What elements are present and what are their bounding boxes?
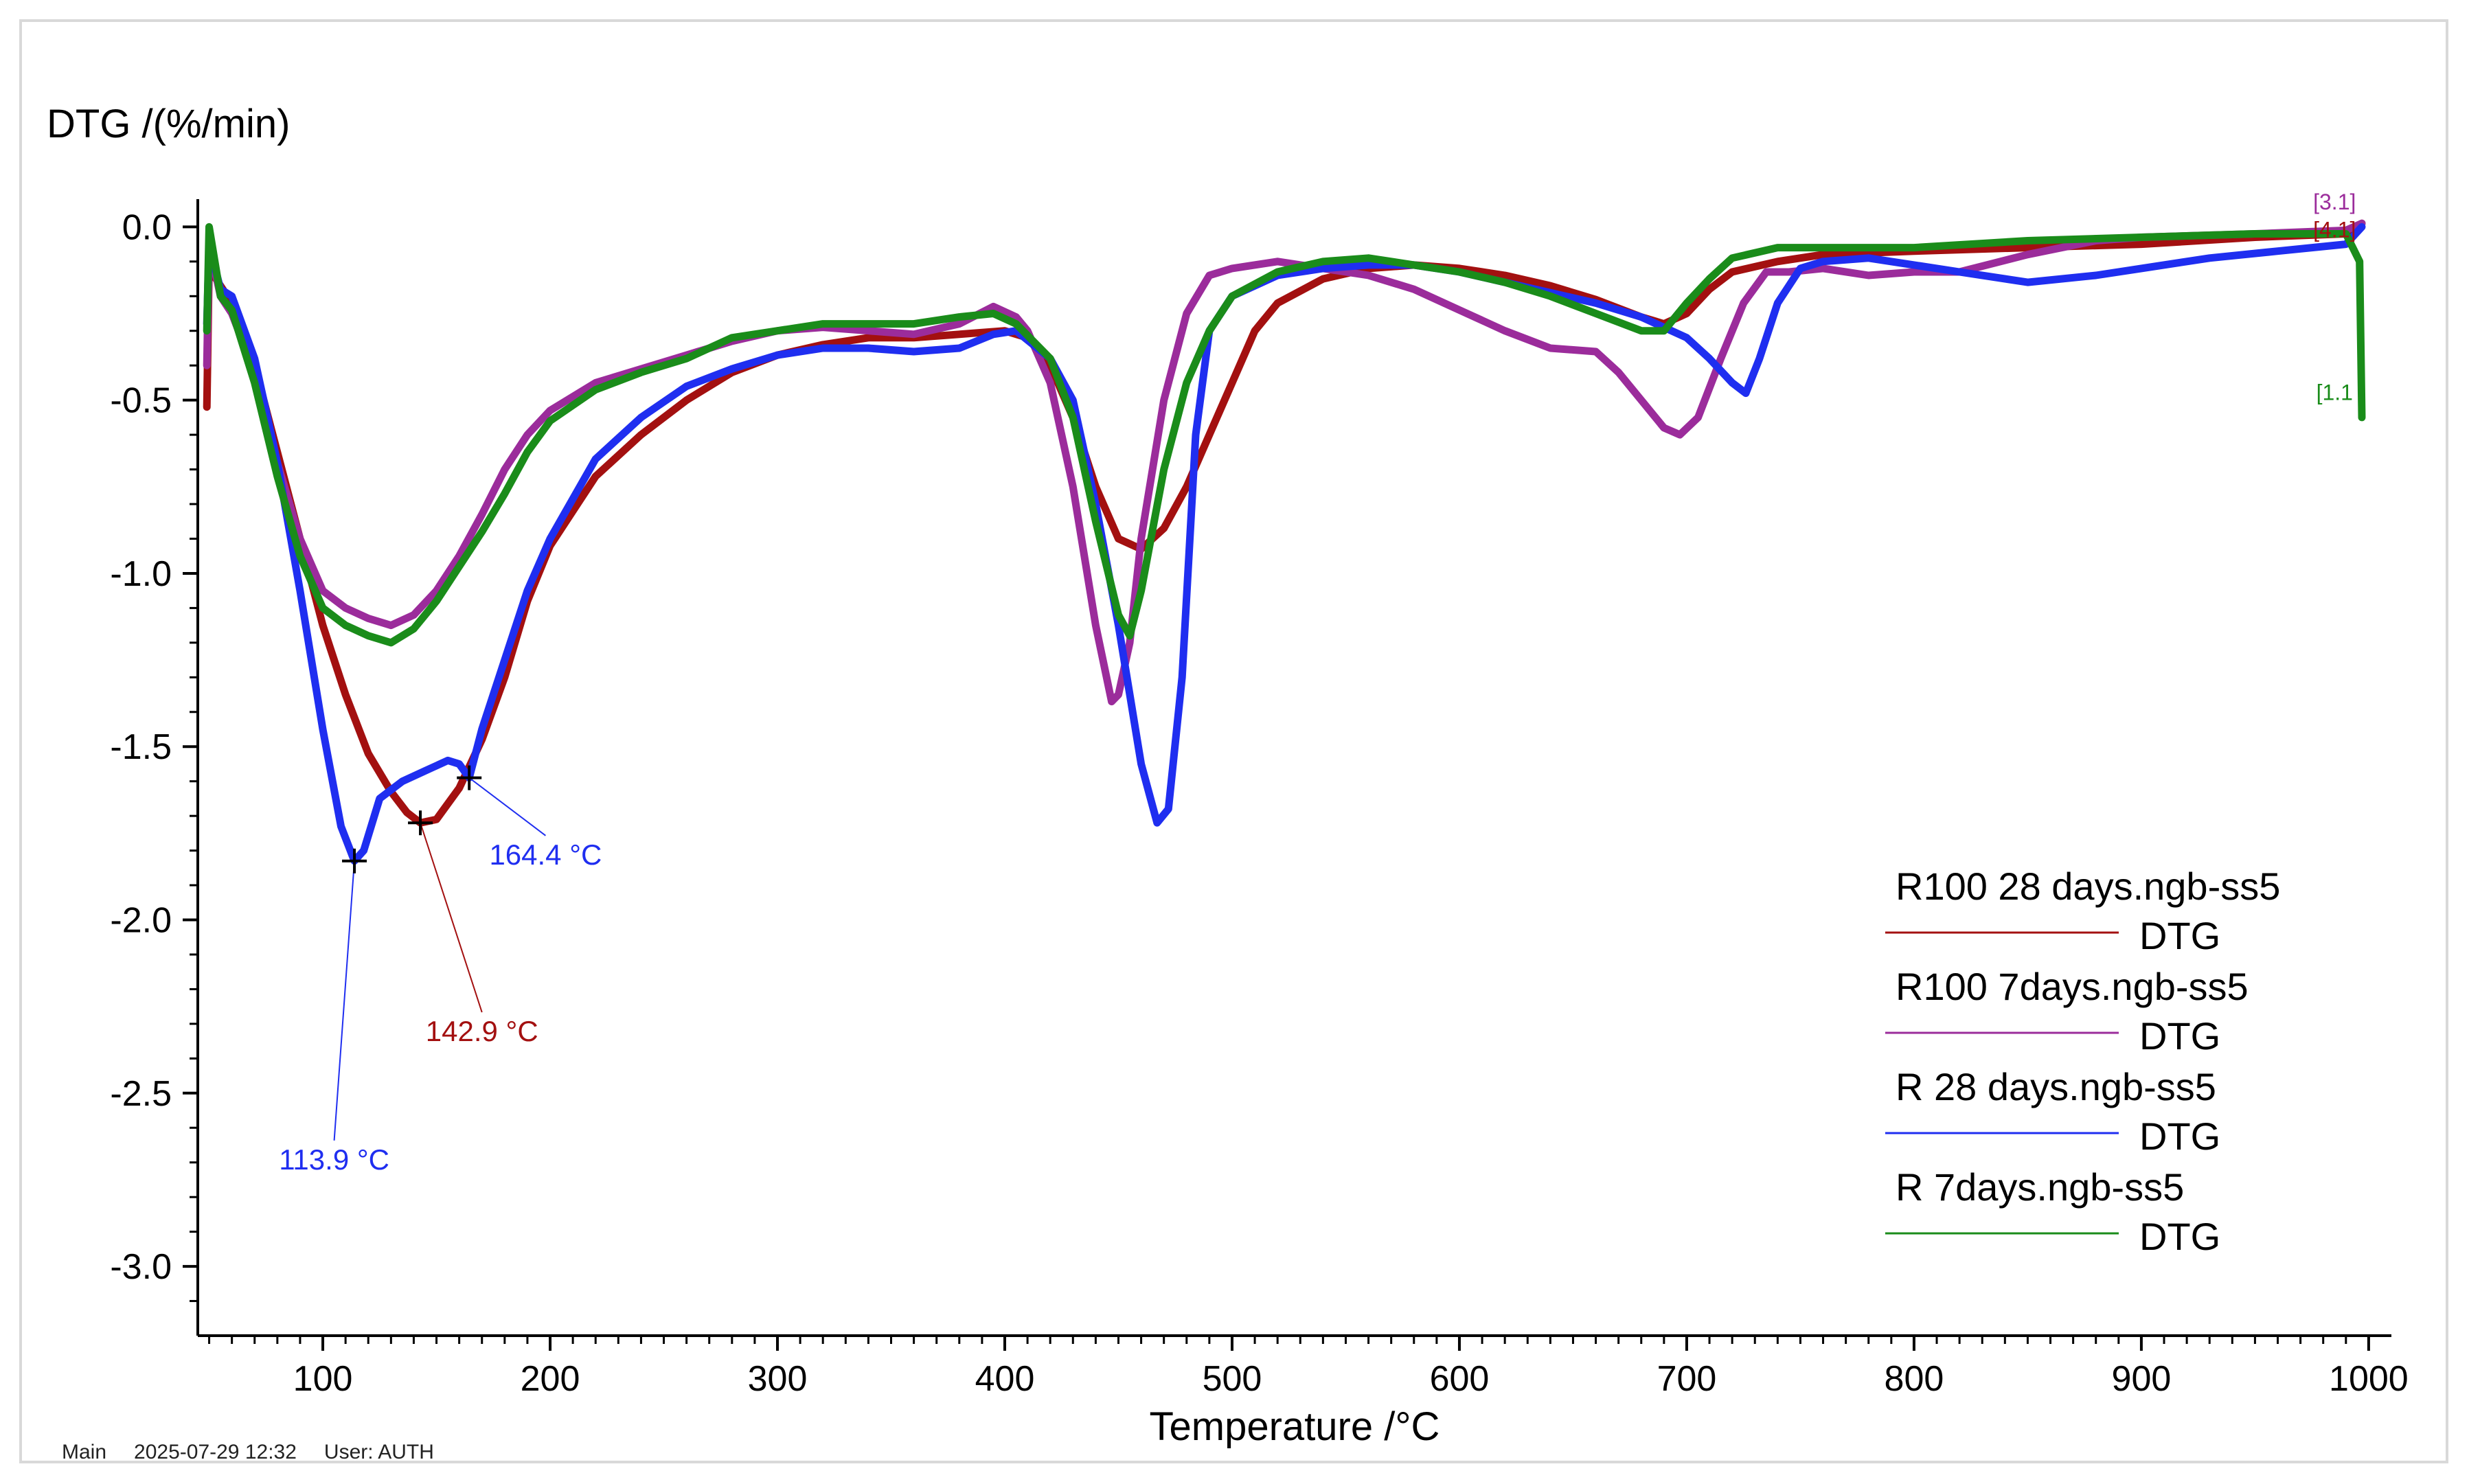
peak-label: 113.9 °C	[279, 1143, 389, 1176]
series-line-3	[203, 222, 2366, 865]
y-tick-label: 0.0	[122, 207, 172, 247]
y-tick-label: -2.5	[110, 1074, 172, 1114]
peak-marker	[408, 810, 433, 836]
annotation-leader	[420, 822, 483, 1013]
legend-series-name: R100 28 days.ngb-ss5	[1896, 865, 2280, 908]
annotation-leader	[333, 860, 356, 1141]
axes: 0.0 -0.5 -1.0 -1.5 -2.0 -2.5 -3.0 100 200 300 400 5…	[47, 102, 2409, 1449]
footer-user: User: AUTH	[323, 1441, 434, 1463]
end-label: [1.1	[2317, 380, 2353, 405]
annotations-layer: 164.4 °C 142.9 °C 113.9 °C [3.1] [4.1] [1.1	[279, 190, 2356, 1176]
y-tick-label: -0.5	[110, 381, 172, 421]
x-tick-label: 300	[748, 1359, 808, 1399]
series-line-2	[203, 219, 2366, 706]
status-footer: Main 2025-07-29 12:32 User: AUTH	[62, 1441, 462, 1464]
legend: R100 28 days.ngb-ss5 DTG R100 7days.ngb-ss…	[1885, 865, 2280, 1258]
legend-series-name: R 7days.ngb-ss5	[1896, 1165, 2184, 1209]
y-tick-label: -1.0	[110, 554, 172, 594]
series-line-4	[203, 222, 2366, 647]
end-label: [4.1]	[2313, 218, 2356, 242]
chart-frame	[19, 19, 2448, 1463]
legend-series-sub: DTG	[2139, 1215, 2220, 1258]
series-line-1	[203, 219, 2366, 827]
y-tick-label: -1.5	[110, 727, 172, 767]
y-tick-label: -3.0	[110, 1247, 172, 1287]
x-tick-label: 800	[1885, 1359, 1944, 1399]
x-tick-label: 900	[2112, 1359, 2172, 1399]
x-tick-label: 100	[293, 1359, 353, 1399]
peak-label: 142.9 °C	[426, 1015, 538, 1047]
x-axis-title: Temperature /°C	[1150, 1404, 1440, 1449]
peak-marker	[342, 848, 367, 874]
footer-module: Main	[62, 1441, 107, 1463]
annotation-leader	[468, 777, 547, 836]
x-tick-label: 400	[975, 1359, 1035, 1399]
x-tick-label: 700	[1657, 1359, 1717, 1399]
y-tick-label: -2.0	[110, 901, 172, 941]
legend-series-name: R100 7days.ngb-ss5	[1896, 965, 2249, 1008]
peak-label: 164.4 °C	[489, 838, 602, 871]
peak-marker	[457, 765, 482, 790]
series-layer	[203, 219, 2366, 865]
x-tick-label: 500	[1203, 1359, 1262, 1399]
x-tick-label: 600	[1430, 1359, 1490, 1399]
legend-series-sub: DTG	[2139, 914, 2220, 957]
end-label: [3.1]	[2313, 190, 2356, 214]
y-axis-title: DTG /(%/min)	[47, 102, 290, 146]
x-tick-label: 1000	[2329, 1359, 2409, 1399]
footer-datetime: 2025-07-29 12:32	[134, 1441, 297, 1463]
legend-series-sub: DTG	[2139, 1014, 2220, 1058]
legend-series-name: R 28 days.ngb-ss5	[1896, 1065, 2216, 1108]
legend-series-sub: DTG	[2139, 1115, 2220, 1158]
x-tick-label: 200	[521, 1359, 580, 1399]
